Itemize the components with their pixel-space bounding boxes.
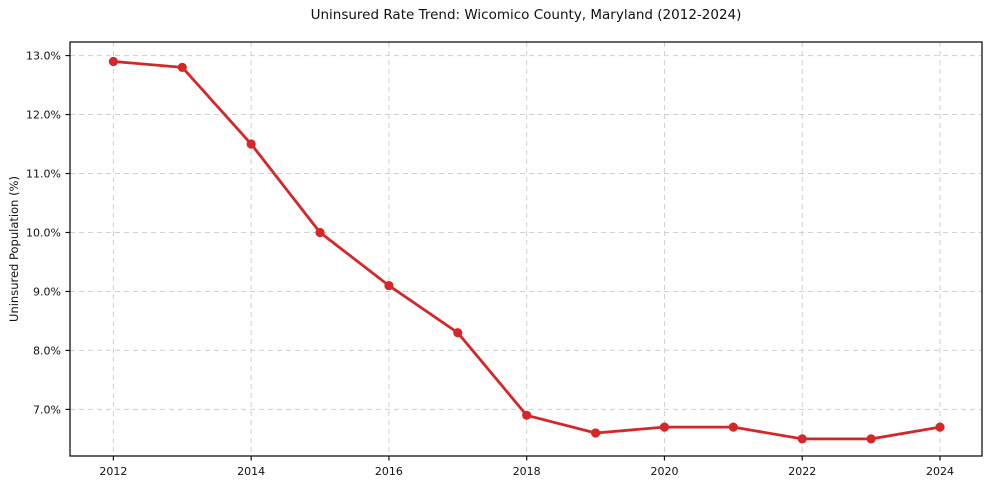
data-point [797, 434, 807, 444]
data-point [108, 56, 118, 67]
data-point [866, 434, 876, 444]
y-tick-label: 13.0% [26, 50, 61, 63]
y-tick-label: 9.0% [33, 285, 61, 298]
data-point [590, 428, 601, 438]
y-tick-label: 8.0% [33, 344, 61, 357]
data-point [177, 62, 187, 72]
data-point [246, 139, 256, 149]
x-tick-label: 2014 [237, 465, 265, 478]
chart-title: Uninsured Rate Trend: Wicomico County, M… [310, 7, 742, 23]
y-tick-label: 7.0% [33, 403, 61, 416]
data-point [315, 227, 325, 238]
x-tick-label: 2016 [375, 465, 403, 478]
data-point [659, 422, 670, 432]
y-axis-label: Uninsured Population (%) [7, 176, 21, 322]
x-tick-label: 2022 [788, 465, 816, 478]
data-point [728, 422, 738, 432]
y-tick-label: 10.0% [26, 226, 61, 239]
data-point [935, 422, 945, 432]
data-point [522, 410, 532, 420]
data-point [453, 328, 463, 338]
x-tick-label: 2024 [926, 465, 954, 478]
x-tick-label: 2020 [650, 465, 678, 478]
data-point [384, 280, 394, 291]
x-tick-label: 2018 [513, 465, 541, 478]
y-tick-label: 12.0% [26, 109, 61, 122]
x-tick-label: 2012 [99, 465, 127, 478]
plot-border [69, 41, 983, 457]
y-tick-label: 11.0% [26, 168, 61, 181]
